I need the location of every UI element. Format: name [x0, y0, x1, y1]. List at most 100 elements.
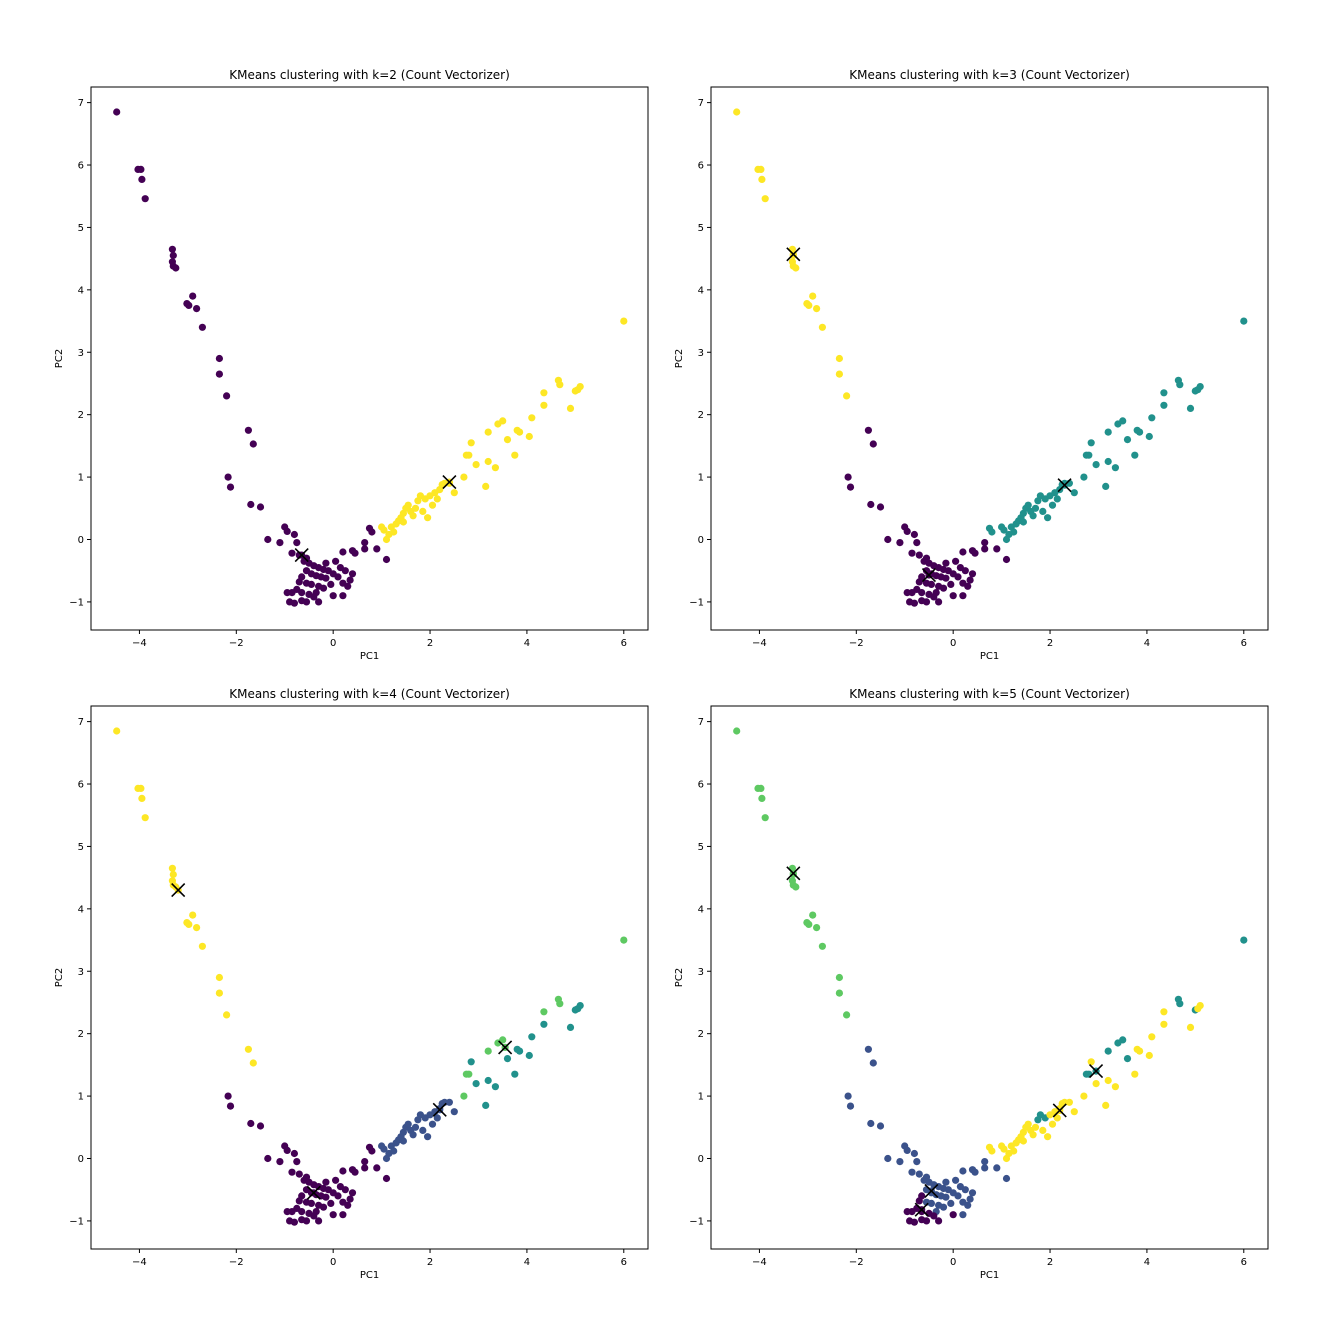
data-point	[409, 1131, 417, 1139]
data-point	[169, 251, 177, 260]
centroid-marker	[786, 866, 801, 881]
centroid-marker	[786, 247, 801, 262]
data-point	[1002, 1154, 1011, 1163]
data-point	[918, 589, 926, 597]
y-tick-label: 1	[78, 473, 84, 484]
y-tick-label: 6	[78, 780, 84, 791]
data-point	[247, 1119, 255, 1128]
chart-title: KMeans clustering with k=2 (Count Vector…	[229, 68, 510, 82]
data-point	[189, 911, 197, 919]
data-point	[168, 245, 176, 253]
data-point	[1019, 518, 1027, 526]
data-point	[981, 1164, 989, 1172]
data-point	[947, 580, 955, 589]
data-point	[935, 1217, 943, 1225]
data-point	[491, 1083, 499, 1091]
x-axis-label: PC1	[360, 1270, 379, 1281]
data-point	[1148, 414, 1156, 422]
data-point	[365, 524, 374, 532]
x-tick-label: 0	[950, 638, 956, 649]
data-point	[283, 1208, 291, 1216]
x-tick-label: −4	[752, 638, 767, 649]
x-tick-label: 2	[1047, 638, 1053, 649]
data-point	[528, 414, 536, 422]
y-tick-label: 2	[78, 410, 84, 421]
data-point	[985, 524, 994, 532]
data-point	[1092, 461, 1100, 469]
data-point	[244, 426, 252, 434]
scatter-points	[733, 108, 1248, 607]
data-point	[307, 580, 315, 589]
y-tick-label: 0	[698, 535, 704, 546]
data-point	[339, 592, 347, 600]
data-point	[913, 539, 921, 547]
data-point	[390, 528, 398, 536]
data-point	[1160, 1008, 1168, 1016]
data-point	[556, 1000, 564, 1008]
data-point	[1010, 1147, 1018, 1155]
data-point	[528, 1033, 536, 1041]
data-point	[409, 512, 417, 520]
data-point	[295, 1170, 303, 1178]
data-point	[915, 1197, 923, 1205]
centroids	[171, 883, 513, 1200]
data-point	[942, 1193, 950, 1201]
data-point	[1044, 514, 1052, 522]
data-point	[460, 473, 468, 481]
data-point	[346, 576, 354, 584]
data-point	[733, 108, 741, 116]
x-tick-label: 0	[330, 638, 336, 649]
centroid-marker	[1052, 1103, 1067, 1118]
data-point	[993, 1164, 1001, 1172]
data-point	[540, 1020, 548, 1028]
data-point	[896, 1158, 904, 1166]
data-point	[249, 440, 257, 448]
data-point	[1053, 1114, 1061, 1122]
data-point	[224, 1092, 232, 1100]
data-point	[896, 539, 904, 547]
data-point	[244, 1045, 252, 1053]
data-point	[1065, 1098, 1073, 1106]
x-tick-label: −4	[132, 638, 147, 649]
data-point	[172, 264, 180, 272]
data-point	[382, 535, 391, 544]
data-point	[113, 727, 121, 735]
data-point	[1087, 439, 1095, 447]
chart-title: KMeans clustering with k=5 (Count Vector…	[849, 687, 1130, 701]
data-point	[290, 530, 298, 539]
data-point	[869, 440, 877, 448]
centroid-marker	[432, 1102, 447, 1117]
y-tick-label: 2	[698, 1029, 704, 1040]
data-point	[792, 883, 800, 891]
data-point	[903, 1146, 911, 1154]
data-point	[757, 165, 765, 173]
data-point	[1070, 489, 1078, 497]
data-point	[566, 404, 575, 412]
data-point	[910, 530, 919, 539]
data-point	[1010, 528, 1018, 536]
x-tick-label: −2	[229, 638, 244, 649]
data-point	[185, 301, 193, 309]
data-point	[346, 1195, 354, 1203]
y-tick-label: 0	[698, 1154, 704, 1165]
x-tick-label: 2	[1047, 1257, 1053, 1268]
data-point	[503, 436, 512, 444]
data-point	[334, 573, 342, 581]
data-point	[348, 1189, 357, 1197]
data-point	[844, 1092, 852, 1100]
x-tick-label: 0	[950, 1257, 956, 1268]
axes-frame	[90, 86, 649, 631]
data-point	[1104, 1047, 1112, 1055]
subplot-k2: KMeans clustering with k=2 (Count Vector…	[54, 68, 649, 662]
data-point	[805, 920, 813, 929]
data-point	[288, 1168, 296, 1176]
data-point	[264, 535, 272, 544]
data-point	[1123, 1055, 1132, 1063]
data-point	[1000, 526, 1008, 534]
data-point	[758, 794, 766, 803]
y-tick-label: 5	[698, 842, 704, 853]
data-point	[290, 599, 298, 607]
data-point	[276, 539, 284, 547]
data-point	[942, 559, 950, 567]
